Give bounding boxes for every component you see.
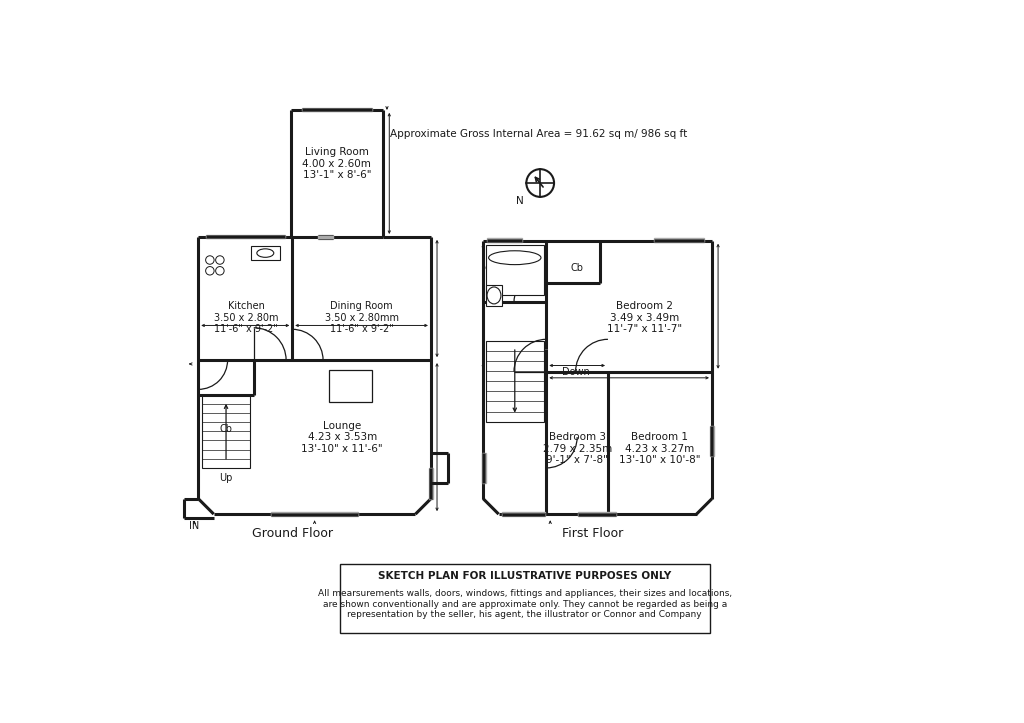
Text: Bedroom 3
2.79 x 2.35m
9'-1" x 7'-8": Bedroom 3 2.79 x 2.35m 9'-1" x 7'-8" (543, 432, 611, 466)
Bar (330, 370, 372, 403)
Bar (487, 239, 521, 242)
Bar (485, 341, 544, 422)
Text: Down: Down (562, 367, 590, 377)
Text: Up: Up (219, 473, 232, 483)
Ellipse shape (487, 287, 501, 304)
Text: IN: IN (189, 521, 200, 531)
Text: All mearsurements walls, doors, windows, fittings and appliances, their sizes an: All mearsurements walls, doors, windows,… (317, 589, 732, 619)
Bar (202, 395, 250, 468)
Text: Lounge
4.23 x 3.53m
13'-10" x 11'-6": Lounge 4.23 x 3.53m 13'-10" x 11'-6" (301, 421, 383, 454)
Ellipse shape (488, 251, 541, 265)
Text: Kitchen
3.50 x 2.80m
11'-6" x 9'-2": Kitchen 3.50 x 2.80m 11'-6" x 9'-2" (214, 301, 279, 334)
Bar (251, 246, 280, 260)
Bar (711, 426, 714, 456)
Text: N: N (516, 196, 524, 206)
Bar (654, 239, 705, 242)
Bar (578, 512, 616, 515)
Bar (302, 108, 372, 111)
Text: Approximate Gross Internal Area = 91.62 sq m/ 986 sq ft: Approximate Gross Internal Area = 91.62 … (390, 129, 687, 140)
Ellipse shape (257, 249, 273, 257)
Text: Bedroom 1
4.23 x 3.27m
13'-10" x 10'-8": Bedroom 1 4.23 x 3.27m 13'-10" x 10'-8" (618, 432, 700, 466)
Text: Ground Floor: Ground Floor (252, 527, 333, 540)
Circle shape (486, 265, 493, 271)
Text: Bedroom 2
3.49 x 3.49m
11'-7" x 11'-7": Bedroom 2 3.49 x 3.49m 11'-7" x 11'-7" (606, 301, 682, 334)
Text: Cb: Cb (570, 262, 584, 273)
Bar (317, 234, 333, 239)
Bar (503, 512, 545, 515)
Bar (485, 285, 503, 307)
Bar (271, 512, 357, 515)
Text: First Floor: First Floor (562, 527, 624, 540)
Bar (485, 244, 544, 295)
Text: Living Room
4.00 x 2.60m
13'-1" x 8'-6": Living Room 4.00 x 2.60m 13'-1" x 8'-6" (302, 147, 372, 180)
Bar (429, 468, 433, 499)
Bar (206, 234, 285, 239)
Text: SKETCH PLAN FOR ILLUSTRATIVE PURPOSES ONLY: SKETCH PLAN FOR ILLUSTRATIVE PURPOSES ON… (378, 570, 672, 581)
Bar (481, 453, 485, 483)
Text: Cb: Cb (219, 424, 232, 435)
Bar (340, 564, 710, 633)
Text: Dining Room
3.50 x 2.80mm
11'-6" x 9'-2": Dining Room 3.50 x 2.80mm 11'-6" x 9'-2" (325, 301, 398, 334)
